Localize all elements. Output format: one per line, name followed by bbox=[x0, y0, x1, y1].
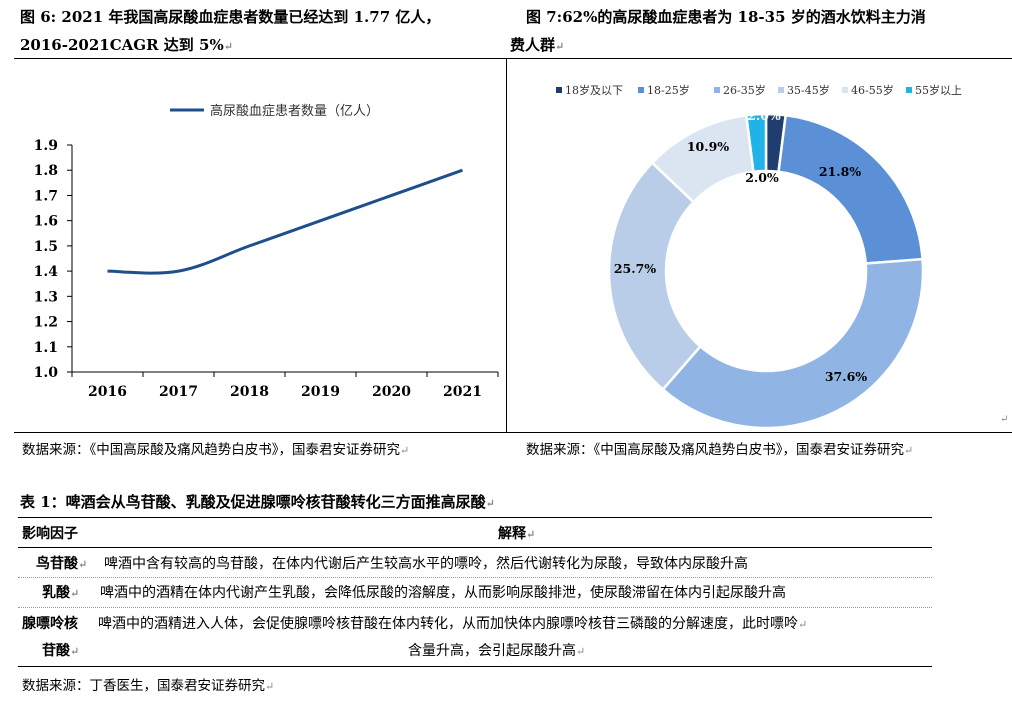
table-row-factor: 鸟苷酸↵ bbox=[36, 556, 88, 572]
fig6-title-line2: 2016-2021CAGR 达到 5%↵ bbox=[20, 36, 233, 54]
x-tick-label: 2021 bbox=[443, 384, 482, 400]
table-row-factor: 乳酸↵ bbox=[42, 585, 80, 601]
donut-chart: 18岁及以下 18-25岁 26-35岁 35-45岁 46-55岁 55岁以上 2.0%… bbox=[556, 83, 1008, 430]
table-row-factor: 腺嘌呤核 bbox=[22, 616, 78, 632]
table-row-factor-continued: 苷酸↵ bbox=[42, 643, 80, 659]
legend-swatch bbox=[906, 87, 912, 93]
fig7-source: 数据来源：《中国高尿酸及痛风趋势白皮书》，国泰君安证券研究↵ bbox=[526, 442, 914, 458]
legend-label: 55岁以上 bbox=[915, 83, 962, 97]
y-tick-label: 1.3 bbox=[34, 289, 58, 305]
table-row-text: 啤酒中的酒精进入人体，会促使腺嘌呤核苷酸在体内转化，从而加快体内腺嘌呤核苷三磷酸… bbox=[98, 616, 808, 632]
slice-label: 21.8% bbox=[819, 164, 861, 179]
donut-legend: 18岁及以下 18-25岁 26-35岁 35-45岁 46-55岁 55岁以上 bbox=[556, 83, 962, 97]
slice-label: 10.9% bbox=[687, 139, 729, 154]
slice-label: 37.6% bbox=[825, 369, 867, 384]
return-mark: ↵ bbox=[1000, 414, 1008, 425]
y-tick-label: 1.7 bbox=[34, 188, 58, 204]
x-tick-label: 2019 bbox=[301, 384, 340, 400]
x-tick-label: 2016 bbox=[88, 384, 127, 400]
legend-swatch bbox=[778, 87, 784, 93]
y-tick-label: 1.2 bbox=[34, 315, 58, 331]
x-tick-label: 2020 bbox=[372, 384, 411, 400]
legend-label: 35-45岁 bbox=[787, 83, 830, 97]
fig6-source: 数据来源：《中国高尿酸及痛风趋势白皮书》，国泰君安证券研究↵ bbox=[22, 442, 410, 458]
figure-divider bbox=[506, 58, 507, 432]
table-header-factor: 影响因子 bbox=[22, 526, 78, 542]
legend-swatch bbox=[556, 87, 562, 93]
x-tick-label: 2017 bbox=[159, 384, 198, 400]
donut-slice bbox=[777, 113, 924, 265]
legend-label: 18-25岁 bbox=[647, 83, 690, 97]
y-tick-label: 1.6 bbox=[34, 214, 58, 230]
line-chart: 高尿酸血症患者数量（亿人） 1.9 1.8 1.7 1.6 1.5 1.4 1.3 1.2 1.… bbox=[34, 103, 499, 400]
table-row-text: 啤酒中的酒精在体内代谢产生乳酸，会降低尿酸的溶解度，从而影响尿酸排泄，使尿酸滞留… bbox=[100, 585, 786, 601]
slice-label: 2.0% bbox=[745, 170, 779, 185]
y-tick-label: 1.1 bbox=[34, 340, 58, 356]
slice-label: 2.0% bbox=[747, 108, 781, 123]
table-header-explanation: 解释↵ bbox=[498, 526, 536, 542]
legend-swatch bbox=[638, 87, 644, 93]
fig7-title-line2: 费人群↵ bbox=[510, 36, 565, 54]
figure-bottom-rule bbox=[14, 432, 1012, 433]
line-chart-legend: 高尿酸血症患者数量（亿人） bbox=[170, 103, 379, 119]
legend-swatch bbox=[842, 87, 848, 93]
legend-label: 26-35岁 bbox=[723, 83, 766, 97]
table-row-divider bbox=[18, 577, 932, 578]
table-bottom-rule bbox=[18, 666, 932, 667]
legend-label: 46-55岁 bbox=[851, 83, 894, 97]
legend-label: 18岁及以下 bbox=[565, 83, 623, 97]
y-tick-label: 1.9 bbox=[34, 138, 58, 154]
donut-slice bbox=[661, 257, 925, 430]
table-row-text-continued: 含量升高，会引起尿酸升高↵ bbox=[408, 643, 586, 659]
y-tick-label: 1.4 bbox=[34, 264, 59, 280]
table-title: 表 1：啤酒会从鸟苷酸、乳酸及促进腺嘌呤核苷酸转化三方面推高尿酸↵ bbox=[20, 493, 495, 511]
table-source: 数据来源：丁香医生，国泰君安证券研究↵ bbox=[22, 678, 275, 694]
table-header-rule bbox=[18, 547, 932, 548]
legend-swatch bbox=[714, 87, 720, 93]
legend-series-label: 高尿酸血症患者数量（亿人） bbox=[210, 103, 379, 119]
fig7-title-line1: 图 7:62%的高尿酸血症患者为 18-35 岁的酒水饮料主力消 bbox=[526, 8, 926, 26]
slice-label: 25.7% bbox=[614, 261, 656, 276]
table-top-rule bbox=[18, 517, 932, 518]
donut-slice bbox=[744, 112, 768, 174]
table-row-divider bbox=[18, 607, 932, 608]
series-line bbox=[107, 168, 464, 275]
fig6-title-line1: 图 6: 2021 年我国高尿酸血症患者数量已经达到 1.77 亿人， bbox=[20, 8, 441, 26]
figure-top-rule bbox=[14, 58, 1012, 59]
x-tick-label: 2018 bbox=[230, 384, 269, 400]
y-tick-label: 1.0 bbox=[34, 365, 59, 381]
y-tick-label: 1.8 bbox=[34, 163, 58, 179]
donut-slice bbox=[607, 161, 703, 392]
table-row-text: 啤酒中含有较高的鸟苷酸，在体内代谢后产生较高水平的嘌呤，然后代谢转化为尿酸，导致… bbox=[104, 556, 748, 572]
y-tick-label: 1.5 bbox=[34, 239, 58, 255]
